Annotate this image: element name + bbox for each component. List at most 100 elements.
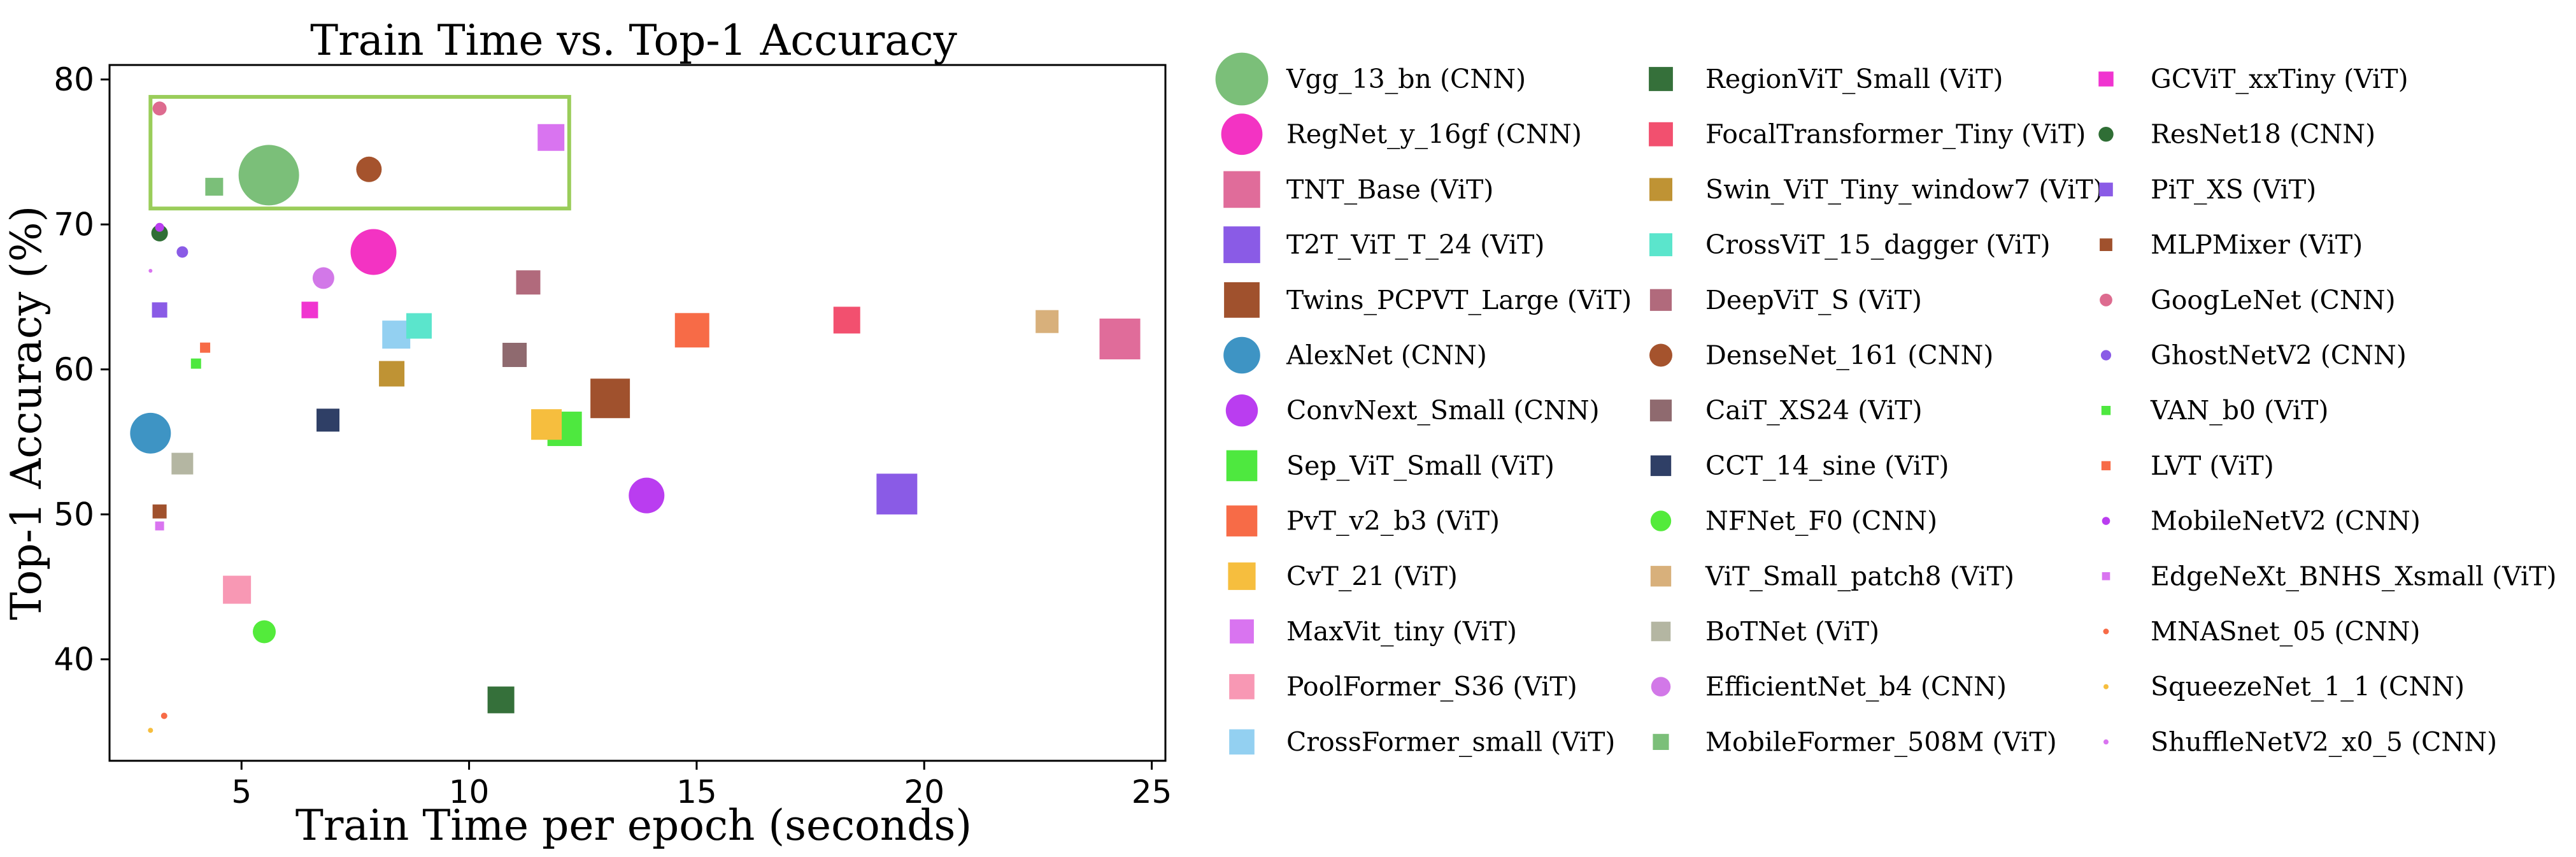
legend-densenet-161-cnn-label: DenseNet_161 (CNN)	[1705, 340, 1993, 371]
legend-cait-xs24-vit-label: CaiT_XS24 (ViT)	[1705, 395, 1923, 426]
point-regionvit-small-vit	[487, 686, 515, 714]
point-crossformer-small-vit	[382, 320, 411, 349]
legend-item: EdgeNeXt_BNHS_Xsmall (ViT)	[2102, 561, 2556, 591]
y-axis-label: Top-1 Accuracy (%)	[2, 206, 51, 621]
x-tick-label: 20	[904, 774, 944, 810]
legend-item: ShuffleNetV2_x0_5 (CNN)	[2103, 726, 2497, 757]
legend-item: DeepViT_S (ViT)	[1649, 285, 1922, 315]
legend: Vgg_13_bn (CNN) RegNet_y_16gf (CNN) TNT_Ba…	[1215, 52, 2556, 757]
legend-item: Swin_ViT_Tiny_window7 (ViT)	[1649, 174, 2103, 205]
x-tick-label: 25	[1132, 774, 1172, 810]
point-mobileformer-508m-vit	[205, 178, 224, 196]
legend-pvt-v2-b3-vit-swatch	[1226, 505, 1258, 537]
legend-poolformer-s36-vit-swatch	[1229, 673, 1255, 700]
legend-twins-pcpvt-large-vit-swatch	[1224, 282, 1260, 318]
legend-item: GCViT_xxTiny (ViT)	[2098, 64, 2409, 94]
point-cvt-21-vit	[531, 409, 562, 440]
legend-deepvit-s-vit-label: DeepViT_S (ViT)	[1705, 285, 1922, 315]
legend-squeezenet-1-1-cnn-swatch	[2103, 684, 2109, 689]
legend-item: EfficientNet_b4 (CNN)	[1651, 672, 2007, 702]
legend-van-b0-vit-label: VAN_b0 (ViT)	[2150, 395, 2329, 426]
y-tick-label: 40	[53, 641, 94, 678]
legend-item: BoTNet (ViT)	[1651, 616, 1879, 647]
legend-t2t-vit-t-24-vit-swatch	[1223, 226, 1260, 263]
chart-title: Train Time vs. Top-1 Accuracy	[310, 16, 957, 65]
point-alexnet-cnn	[130, 412, 171, 454]
legend-mnasnet-05-cnn-label: MNASnet_05 (CNN)	[2151, 616, 2421, 647]
legend-mobileformer-508m-vit-label: MobileFormer_508M (ViT)	[1705, 726, 2057, 757]
point-van-b0-vit	[190, 358, 201, 369]
legend-mlpmixer-vit-label: MLPMixer (ViT)	[2151, 229, 2363, 260]
point-swin-vit-tiny-window7-vit	[379, 361, 405, 387]
legend-botnet-vit-swatch	[1651, 621, 1671, 642]
legend-resnet18-cnn-swatch	[2098, 127, 2114, 142]
legend-item: VAN_b0 (ViT)	[2101, 395, 2329, 426]
legend-convnext-small-cnn-swatch	[1225, 394, 1258, 427]
legend-cvt-21-vit-label: CvT_21 (ViT)	[1286, 561, 1458, 591]
legend-item: SqueezeNet_1_1 (CNN)	[2103, 672, 2465, 702]
legend-edgenext-bnhs-xsmall-vit-swatch	[2102, 572, 2110, 580]
point-vit-small-patch8-vit	[1035, 310, 1059, 333]
legend-lvt-vit-label: LVT (ViT)	[2151, 450, 2274, 481]
legend-cct-14-sine-vit-swatch	[1650, 455, 1672, 477]
y-tick-label: 50	[53, 496, 94, 533]
legend-tnt-base-vit-label: TNT_Base (ViT)	[1286, 174, 1493, 205]
legend-resnet18-cnn-label: ResNet18 (CNN)	[2151, 119, 2375, 150]
point-edgenext-bnhs-xsmall-vit	[155, 521, 164, 531]
legend-item: DenseNet_161 (CNN)	[1649, 340, 1993, 371]
legend-item: MLPMixer (ViT)	[2100, 229, 2363, 260]
legend-deepvit-s-vit-swatch	[1649, 289, 1672, 311]
point-pvt-v2-b3-vit	[674, 313, 709, 348]
legend-crossformer-small-vit-swatch	[1229, 729, 1255, 755]
legend-focaltransformer-tiny-vit-swatch	[1649, 122, 1673, 147]
legend-crossformer-small-vit-label: CrossFormer_small (ViT)	[1286, 726, 1615, 757]
legend-vgg-13-bn-cnn-label: Vgg_13_bn (CNN)	[1286, 64, 1526, 94]
legend-mobilenetv2-cnn-label: MobileNetV2 (CNN)	[2151, 506, 2421, 537]
point-t2t-vit-t-24-vit	[876, 473, 918, 515]
legend-alexnet-cnn-swatch	[1223, 336, 1260, 374]
point-gcvit-xxtiny-vit	[301, 301, 318, 319]
legend-focaltransformer-tiny-vit-label: FocalTransformer_Tiny (ViT)	[1705, 119, 2086, 150]
legend-item: PiT_XS (ViT)	[2099, 174, 2316, 205]
x-tick-label: 15	[676, 774, 717, 810]
legend-ghostnetv2-cnn-swatch	[2100, 350, 2112, 361]
point-googlenet-cnn	[152, 101, 167, 116]
legend-squeezenet-1-1-cnn-label: SqueezeNet_1_1 (CNN)	[2151, 672, 2465, 702]
legend-pvt-v2-b3-vit-label: PvT_v2_b3 (ViT)	[1286, 506, 1500, 537]
point-poolformer-s36-vit	[223, 575, 252, 604]
legend-googlenet-cnn-swatch	[2100, 293, 2112, 306]
point-nfnet-f0-cnn	[252, 620, 276, 644]
legend-maxvit-tiny-vit-label: MaxVit_tiny (ViT)	[1286, 616, 1517, 647]
legend-regionvit-small-vit-label: RegionViT_Small (ViT)	[1705, 64, 2003, 94]
legend-lvt-vit-swatch	[2101, 461, 2111, 471]
legend-item: RegionViT_Small (ViT)	[1649, 64, 2003, 94]
plot-frame	[108, 64, 1167, 762]
plot-area	[130, 95, 1141, 733]
legend-shufflenetv2-x0-5-cnn-label: ShuffleNetV2_x0_5 (CNN)	[2151, 726, 2497, 757]
legend-nfnet-f0-cnn-swatch	[1650, 510, 1672, 531]
legend-item: CrossViT_15_dagger (ViT)	[1649, 229, 2051, 260]
legend-item: MNASnet_05 (CNN)	[2103, 616, 2421, 647]
legend-twins-pcpvt-large-vit-label: Twins_PCPVT_Large (ViT)	[1286, 285, 1632, 315]
y-tick-label: 60	[53, 351, 94, 388]
highlight-box	[148, 95, 571, 211]
legend-item: MobileFormer_508M (ViT)	[1653, 726, 2057, 757]
legend-sep-vit-small-vit-label: Sep_ViT_Small (ViT)	[1286, 450, 1555, 481]
legend-shufflenetv2-x0-5-cnn-swatch	[2103, 739, 2109, 745]
legend-regnet-y-16gf-cnn-label: RegNet_y_16gf (CNN)	[1286, 119, 1582, 150]
legend-swin-vit-tiny-window7-vit-swatch	[1649, 178, 1672, 201]
legend-alexnet-cnn-label: AlexNet (CNN)	[1286, 340, 1487, 371]
legend-item: AlexNet (CNN)	[1223, 336, 1487, 374]
legend-cait-xs24-vit-swatch	[1649, 400, 1672, 422]
legend-densenet-161-cnn-swatch	[1649, 343, 1672, 367]
legend-efficientnet-b4-cnn-label: EfficientNet_b4 (CNN)	[1705, 672, 2007, 702]
legend-item: ViT_Small_patch8 (ViT)	[1650, 561, 2014, 591]
legend-gcvit-xxtiny-vit-label: GCViT_xxTiny (ViT)	[2151, 64, 2409, 94]
legend-item: MobileNetV2 (CNN)	[2102, 506, 2421, 537]
y-tick-label: 80	[53, 61, 94, 98]
legend-item: Twins_PCPVT_Large (ViT)	[1224, 282, 1632, 318]
legend-crossvit-15-dagger-vit-swatch	[1649, 233, 1672, 257]
point-maxvit-tiny-vit	[537, 124, 565, 151]
point-mlpmixer-vit	[152, 504, 167, 519]
legend-poolformer-s36-vit-label: PoolFormer_S36 (ViT)	[1286, 672, 1577, 702]
